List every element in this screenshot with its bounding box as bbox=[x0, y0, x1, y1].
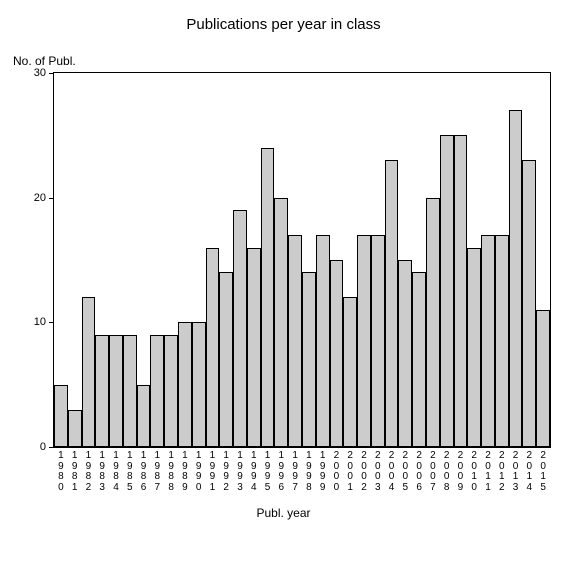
bar bbox=[54, 385, 68, 447]
x-tick-label: 1991 bbox=[206, 447, 220, 493]
x-tick-label: 2006 bbox=[412, 447, 426, 493]
x-tick-label: 1997 bbox=[288, 447, 302, 493]
x-tick-label: 1998 bbox=[302, 447, 316, 493]
x-tick-label: 1999 bbox=[316, 447, 330, 493]
x-tick-label: 2004 bbox=[385, 447, 399, 493]
bar bbox=[206, 248, 220, 447]
bar bbox=[288, 235, 302, 447]
x-tick-label: 1987 bbox=[150, 447, 164, 493]
bar bbox=[330, 260, 344, 447]
y-tick-label: 20 bbox=[34, 192, 54, 204]
bar bbox=[137, 385, 151, 447]
x-tick-label: 2001 bbox=[343, 447, 357, 493]
x-tick-label: 1994 bbox=[247, 447, 261, 493]
x-tick-label: 1990 bbox=[192, 447, 206, 493]
bar bbox=[316, 235, 330, 447]
bar bbox=[247, 248, 261, 447]
x-tick-label: 1981 bbox=[68, 447, 82, 493]
bar bbox=[481, 235, 495, 447]
y-tick-label: 30 bbox=[34, 67, 54, 79]
bar bbox=[440, 135, 454, 447]
bar bbox=[68, 410, 82, 447]
x-tick-label: 1980 bbox=[54, 447, 68, 493]
bar bbox=[150, 335, 164, 447]
bars-layer bbox=[54, 73, 550, 447]
y-axis-label: No. of Publ. bbox=[13, 54, 76, 68]
x-tick-label: 2000 bbox=[330, 447, 344, 493]
x-tick-label: 1989 bbox=[178, 447, 192, 493]
x-tick-label: 2012 bbox=[495, 447, 509, 493]
bar bbox=[123, 335, 137, 447]
bar bbox=[164, 335, 178, 447]
bar bbox=[495, 235, 509, 447]
x-tick-label: 2013 bbox=[509, 447, 523, 493]
x-tick-label: 1985 bbox=[123, 447, 137, 493]
bar bbox=[522, 160, 536, 447]
x-tick-label: 2009 bbox=[454, 447, 468, 493]
bar bbox=[426, 198, 440, 447]
bar bbox=[385, 160, 399, 447]
x-tick-label: 1983 bbox=[95, 447, 109, 493]
x-tick-label: 2005 bbox=[398, 447, 412, 493]
x-tick-label: 1986 bbox=[137, 447, 151, 493]
bar bbox=[371, 235, 385, 447]
x-tick-label: 1984 bbox=[109, 447, 123, 493]
bar bbox=[178, 322, 192, 447]
bar bbox=[82, 297, 96, 447]
bar bbox=[219, 272, 233, 447]
x-tick-label: 1993 bbox=[233, 447, 247, 493]
x-tick-label: 2011 bbox=[481, 447, 495, 493]
bar bbox=[509, 110, 523, 447]
bar bbox=[343, 297, 357, 447]
bar bbox=[357, 235, 371, 447]
x-tick-label: 1988 bbox=[164, 447, 178, 493]
x-tick-label: 1992 bbox=[219, 447, 233, 493]
bar bbox=[274, 198, 288, 447]
y-tick-label: 10 bbox=[34, 316, 54, 328]
x-tick-label: 2003 bbox=[371, 447, 385, 493]
x-tick-label: 2002 bbox=[357, 447, 371, 493]
y-tick-label: 0 bbox=[40, 441, 54, 453]
x-tick-label: 2014 bbox=[522, 447, 536, 493]
x-tick-label: 2007 bbox=[426, 447, 440, 493]
x-tick-label: 2008 bbox=[440, 447, 454, 493]
bar bbox=[302, 272, 316, 447]
bar bbox=[412, 272, 426, 447]
bar bbox=[467, 248, 481, 447]
x-tick-label: 1982 bbox=[82, 447, 96, 493]
x-tick-label: 1995 bbox=[261, 447, 275, 493]
plot-area: 0102030198019811982198319841985198619871… bbox=[53, 72, 551, 448]
bar bbox=[261, 148, 275, 447]
bar bbox=[454, 135, 468, 447]
bar bbox=[95, 335, 109, 447]
x-tick-label: 2015 bbox=[536, 447, 550, 493]
x-axis-label: Publ. year bbox=[0, 506, 567, 520]
x-tick-label: 1996 bbox=[274, 447, 288, 493]
bar bbox=[398, 260, 412, 447]
bar bbox=[233, 210, 247, 447]
x-tick-label: 2010 bbox=[467, 447, 481, 493]
bar bbox=[192, 322, 206, 447]
bar bbox=[109, 335, 123, 447]
chart-container: Publications per year in class No. of Pu… bbox=[0, 0, 567, 567]
chart-title: Publications per year in class bbox=[0, 16, 567, 33]
bar bbox=[536, 310, 550, 447]
